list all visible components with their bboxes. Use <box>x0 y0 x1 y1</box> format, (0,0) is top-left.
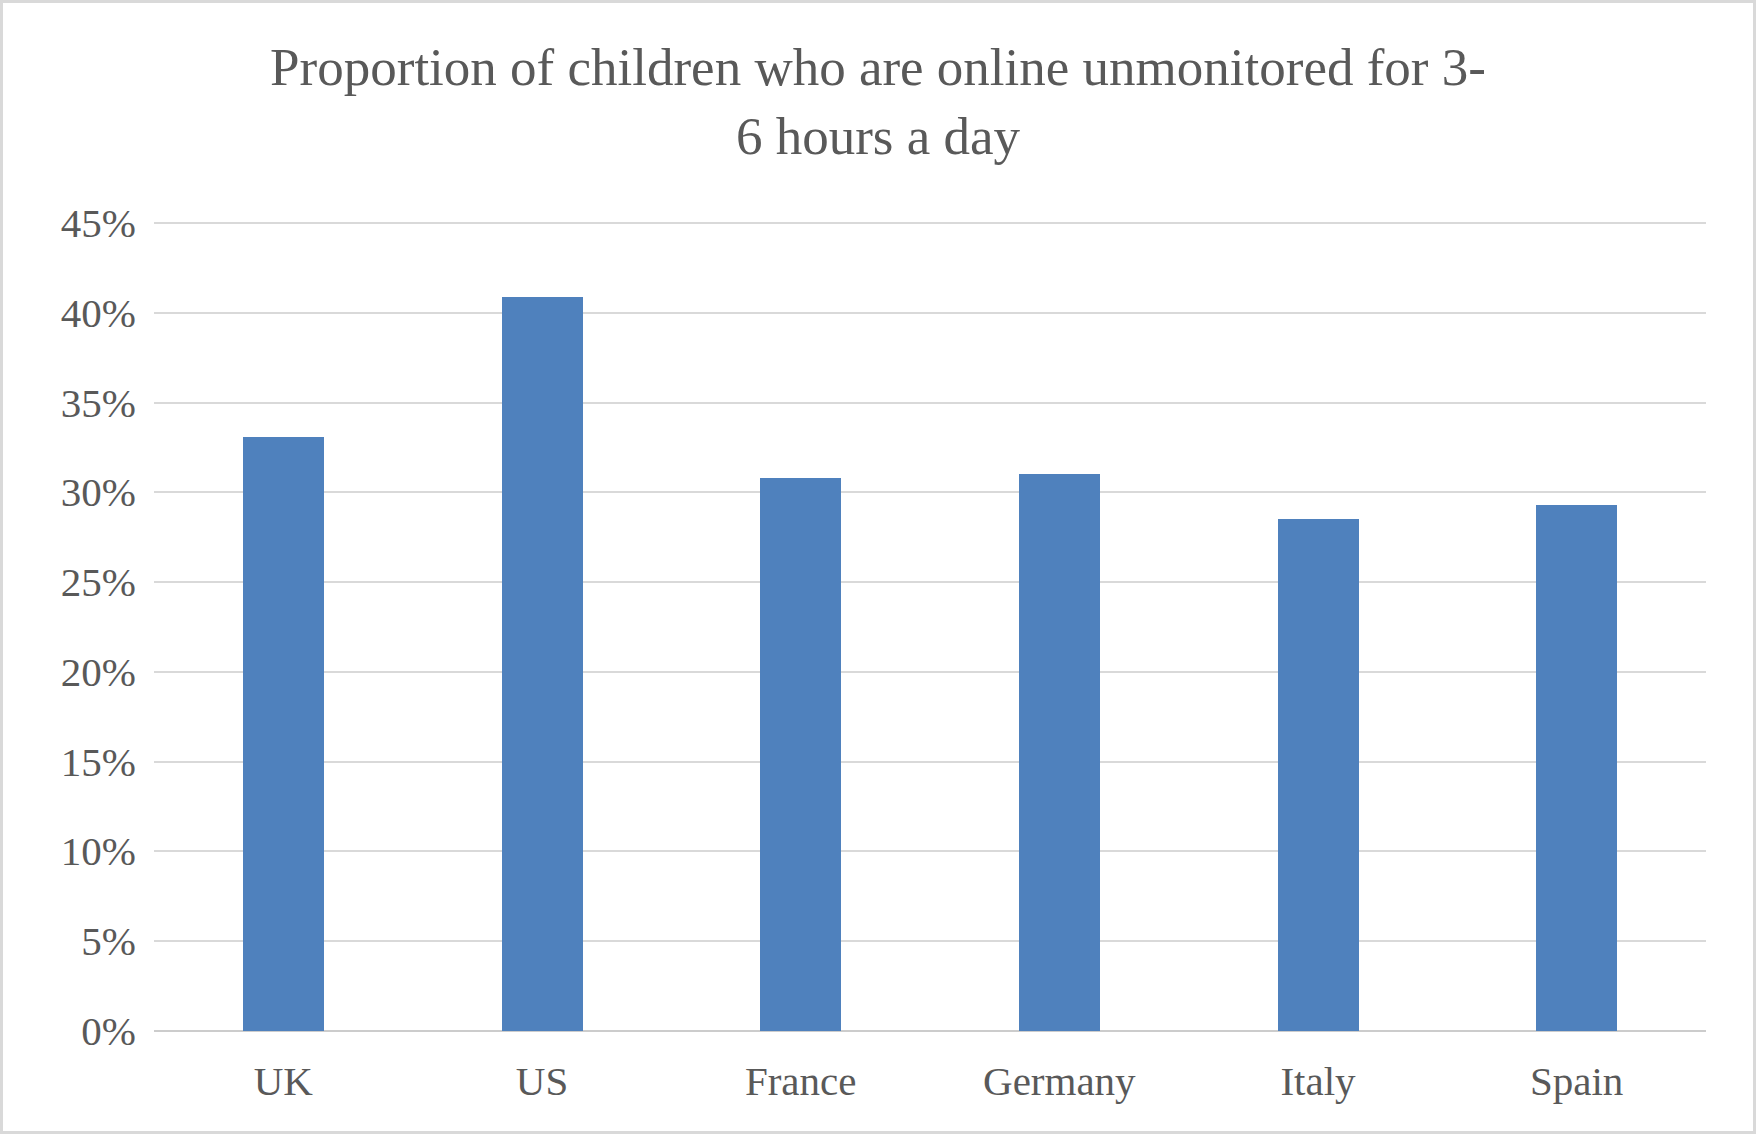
y-tick-label: 45% <box>3 199 136 247</box>
gridline <box>154 581 1706 583</box>
gridline <box>154 491 1706 493</box>
gridline <box>154 222 1706 224</box>
plot-area <box>154 223 1706 1031</box>
bar-uk <box>243 437 324 1031</box>
bar-germany <box>1019 474 1100 1031</box>
y-tick-label: 10% <box>3 827 136 875</box>
gridline <box>154 402 1706 404</box>
x-category-label: US <box>392 1055 692 1107</box>
bar-us <box>502 297 583 1031</box>
x-category-label: Italy <box>1168 1055 1468 1107</box>
x-category-label: Germany <box>909 1055 1209 1107</box>
x-category-label: Spain <box>1427 1055 1727 1107</box>
y-tick-label: 25% <box>3 558 136 606</box>
gridline <box>154 671 1706 673</box>
gridline <box>154 850 1706 852</box>
y-tick-label: 20% <box>3 648 136 696</box>
y-tick-label: 30% <box>3 468 136 516</box>
chart-title-line-1: Proportion of children who are online un… <box>3 33 1753 102</box>
bar-spain <box>1536 505 1617 1031</box>
x-category-label: France <box>651 1055 951 1107</box>
bar-chart: Proportion of children who are online un… <box>0 0 1756 1134</box>
x-axis-line <box>154 1030 1706 1032</box>
x-category-label: UK <box>133 1055 433 1107</box>
bar-france <box>760 478 841 1031</box>
y-tick-label: 35% <box>3 379 136 427</box>
gridline <box>154 940 1706 942</box>
gridline <box>154 761 1706 763</box>
chart-title: Proportion of children who are online un… <box>3 33 1753 171</box>
y-tick-label: 5% <box>3 917 136 965</box>
y-tick-label: 0% <box>3 1007 136 1055</box>
y-tick-label: 15% <box>3 738 136 786</box>
y-tick-label: 40% <box>3 289 136 337</box>
y-axis-labels: 0% 5% 10% 15% 20% 25% 30% 35% 40% 45% <box>3 3 136 1131</box>
chart-title-line-2: 6 hours a day <box>3 102 1753 171</box>
gridline <box>154 312 1706 314</box>
bar-italy <box>1278 519 1359 1031</box>
